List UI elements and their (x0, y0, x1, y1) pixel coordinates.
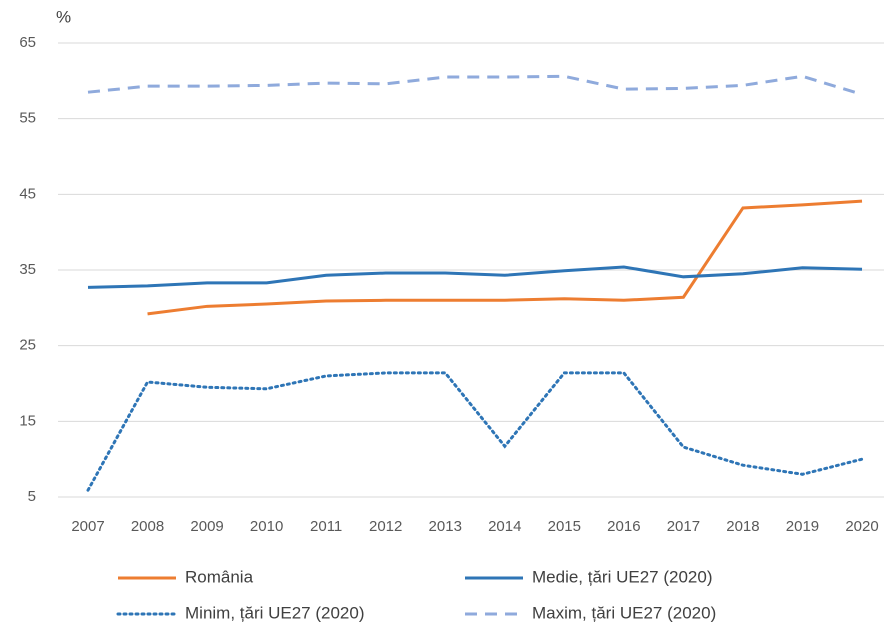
y-tick-label: 55 (19, 110, 36, 127)
x-tick-label: 2008 (131, 518, 164, 535)
x-tick-label: 2007 (71, 518, 104, 535)
x-tick-label: 2013 (429, 518, 462, 535)
legend-label: Medie, țări UE27 (2020) (532, 567, 712, 586)
y-tick-label: 15 (19, 412, 36, 429)
x-tick-label: 2010 (250, 518, 283, 535)
y-tick-label: 65 (19, 34, 36, 51)
series-line (86, 371, 864, 492)
x-tick-label: 2009 (190, 518, 223, 535)
y-tick-label: 25 (19, 337, 36, 354)
y-tick-label: 35 (19, 261, 36, 278)
series-line (87, 265, 863, 289)
x-tick-label: 2019 (786, 518, 819, 535)
legend-label: Maxim, țări UE27 (2020) (532, 603, 716, 622)
x-tick-label: 2017 (667, 518, 700, 535)
y-axis-label: % (56, 7, 71, 26)
legend-label: Minim, țări UE27 (2020) (185, 603, 365, 622)
series-line (147, 199, 863, 316)
x-tick-label: 2016 (607, 518, 640, 535)
x-tick-label: 2020 (845, 518, 878, 535)
legend-label: România (185, 567, 254, 586)
x-tick-label: 2014 (488, 518, 521, 535)
x-tick-label: 2011 (310, 518, 342, 535)
x-tick-label: 2012 (369, 518, 402, 535)
series-line (87, 74, 863, 96)
x-tick-label: 2015 (548, 518, 581, 535)
y-tick-label: 5 (28, 488, 36, 505)
x-tick-label: 2018 (726, 518, 759, 535)
y-tick-label: 45 (19, 185, 36, 202)
